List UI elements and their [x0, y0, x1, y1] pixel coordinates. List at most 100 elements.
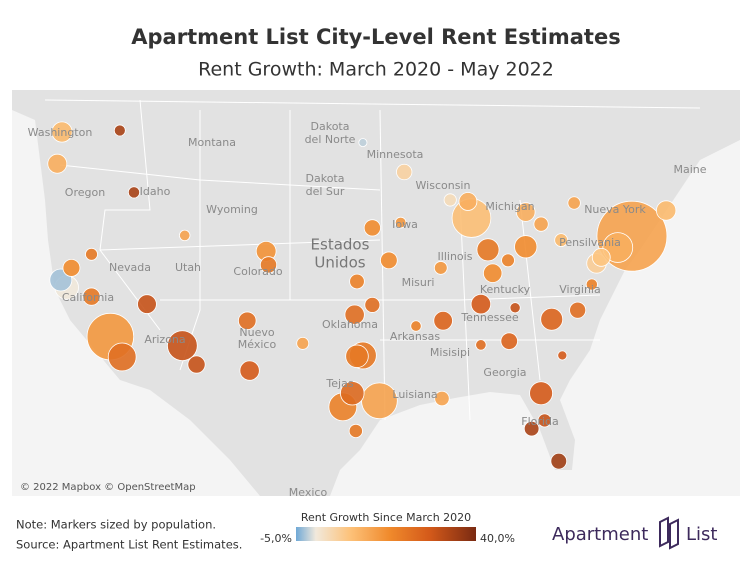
map-label: Wisconsin	[416, 179, 471, 192]
city-marker	[569, 301, 587, 319]
city-marker	[509, 302, 521, 314]
city-marker	[107, 342, 137, 372]
city-marker	[514, 235, 538, 259]
map-label: Virginia	[559, 283, 600, 296]
city-marker	[523, 420, 540, 437]
map-label: Maine	[673, 163, 706, 176]
map-label: Tennessee	[460, 311, 519, 324]
map-label: Montana	[188, 136, 236, 149]
city-marker	[239, 360, 260, 381]
map-label: Misisipi	[430, 346, 470, 359]
city-marker	[344, 304, 365, 325]
city-marker	[501, 253, 515, 268]
markers	[47, 121, 677, 470]
city-marker	[500, 332, 518, 350]
city-marker	[476, 238, 500, 262]
logo-left: Apartment	[552, 524, 648, 545]
city-marker	[47, 153, 68, 174]
city-marker	[85, 247, 98, 261]
city-marker	[433, 261, 448, 275]
map-label: California	[62, 291, 114, 304]
city-marker	[567, 196, 581, 210]
city-marker	[380, 251, 398, 270]
city-marker	[259, 256, 278, 274]
city-marker	[394, 216, 407, 229]
city-marker	[410, 320, 422, 332]
note: Note: Markers sized by population.	[16, 518, 216, 532]
source: Source: Apartment List Rent Estimates.	[16, 538, 242, 552]
city-marker	[550, 452, 568, 470]
city-marker	[533, 216, 549, 232]
legend-gradient	[296, 527, 476, 541]
map-label: Georgia	[483, 366, 526, 379]
map-label: Idaho	[140, 185, 171, 198]
map-label: Dakota	[306, 172, 345, 185]
map-label: México	[238, 338, 277, 351]
map-label: Nevada	[109, 261, 151, 274]
city-marker	[349, 273, 365, 290]
city-marker	[137, 294, 157, 314]
city-marker	[470, 293, 492, 315]
city-marker	[483, 263, 503, 283]
city-marker	[187, 355, 206, 374]
logo: Apartment List	[552, 516, 717, 550]
city-marker	[443, 193, 457, 207]
city-marker	[127, 186, 141, 199]
city-marker	[167, 330, 198, 361]
map-label: Florida	[521, 415, 558, 428]
map-label: del Sur	[306, 185, 345, 198]
map-label: Oregon	[65, 186, 105, 199]
city-marker	[51, 121, 73, 143]
subtitle: Rent Growth: March 2020 - May 2022	[198, 59, 554, 81]
city-marker	[348, 423, 363, 439]
map-label: Minnesota	[367, 148, 424, 161]
map-label: Illinois	[438, 250, 473, 263]
city-marker	[557, 350, 568, 361]
city-marker	[296, 336, 310, 350]
city-marker	[62, 258, 81, 277]
map-label: Mexico	[289, 486, 328, 499]
logo-right: List	[686, 524, 717, 545]
city-marker	[554, 233, 569, 247]
map-label: Utah	[175, 261, 201, 274]
city-marker	[113, 124, 126, 137]
land	[12, 90, 740, 496]
title: Apartment List City-Level Rent Estimates	[131, 25, 620, 49]
map-label: Washington	[28, 126, 93, 139]
city-marker	[82, 287, 101, 306]
map-label: Kentucky	[480, 283, 531, 296]
map-label: Iowa	[392, 218, 418, 231]
city-marker	[396, 163, 413, 181]
city-marker	[515, 202, 536, 222]
city-marker	[475, 339, 487, 351]
legend-max: 40,0%	[480, 532, 515, 545]
map-label: Misuri	[402, 276, 435, 289]
map-label: del Norte	[305, 133, 356, 146]
city-marker	[540, 307, 564, 331]
map-label: Unidos	[314, 254, 365, 272]
city-marker	[433, 310, 453, 331]
map-label: Pensilvania	[559, 236, 621, 249]
city-marker	[179, 229, 191, 242]
map-label: Nueva York	[584, 203, 646, 216]
city-marker	[345, 344, 369, 368]
legend-min: -5,0%	[260, 532, 292, 545]
city-marker	[537, 413, 552, 428]
city-marker	[363, 219, 381, 237]
city-marker	[591, 247, 611, 267]
map-label: Dakota	[311, 120, 350, 133]
city-marker	[585, 278, 598, 291]
city-marker	[529, 381, 553, 406]
city-marker	[364, 296, 381, 313]
map-label: Arkansas	[390, 330, 440, 343]
city-marker	[434, 390, 450, 407]
legend-title: Rent Growth Since March 2020	[301, 511, 471, 524]
map-label: Wyoming	[206, 203, 258, 216]
map-label: Michigan	[485, 200, 534, 213]
city-marker	[458, 192, 478, 211]
city-marker	[340, 381, 365, 406]
map-label: Estados	[311, 236, 370, 254]
